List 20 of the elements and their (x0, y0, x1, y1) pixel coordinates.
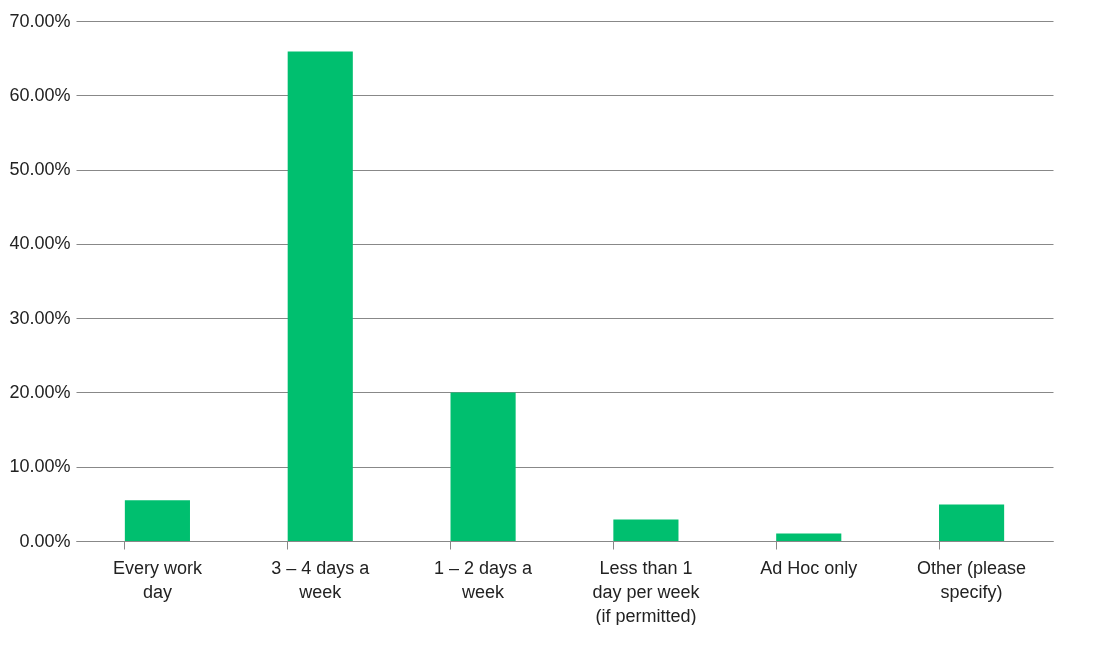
y-tick-label: 0.00% (19, 530, 71, 551)
bar (613, 519, 679, 541)
bar (939, 504, 1005, 541)
x-tick-label: Every work day (112, 557, 203, 602)
bar (124, 500, 190, 541)
y-tick-label: 10.00% (9, 456, 71, 477)
bar (776, 533, 842, 541)
y-tick-label: 40.00% (9, 233, 71, 254)
y-tick-label: 60.00% (9, 84, 71, 105)
x-tick-label: 1 – 2 days a week (434, 557, 534, 602)
y-tick-label: 20.00% (9, 381, 71, 402)
bar (450, 392, 516, 541)
bar (287, 51, 353, 541)
y-tick-label: 30.00% (9, 307, 71, 328)
x-tick-label: Other (please specify) (917, 557, 1027, 602)
y-tick-label: 70.00% (9, 10, 71, 31)
y-tick-label: 50.00% (9, 159, 71, 180)
x-tick-label: 3 – 4 days a week (271, 557, 371, 602)
x-tick-label: Less than 1 day per week (if permitted) (592, 557, 701, 626)
x-tick-label: Ad Hoc only (760, 557, 858, 578)
